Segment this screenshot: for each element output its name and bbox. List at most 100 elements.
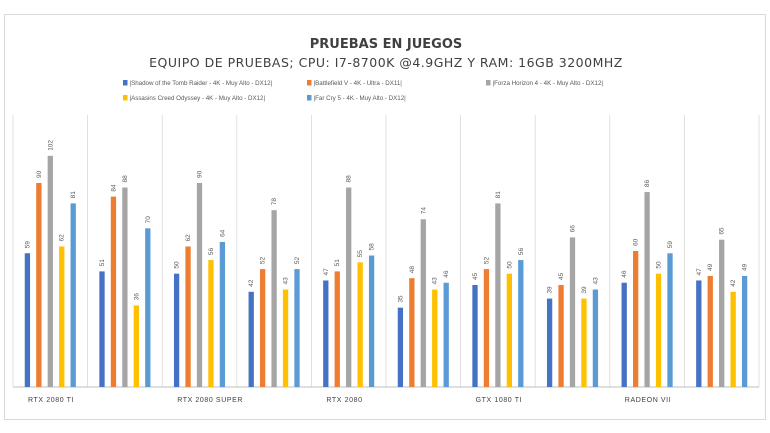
bar-8-1 xyxy=(633,251,639,387)
legend-label-4: |Far Cry 5 - 4K - Muy Alto - DX12| xyxy=(314,95,407,102)
category-label-8: RADEON VII xyxy=(625,397,671,404)
value-label-6-2: 81 xyxy=(495,191,502,199)
bar-8-0 xyxy=(621,282,627,387)
value-label-3-3: 43 xyxy=(283,277,290,285)
chart-bars xyxy=(24,155,748,387)
bar-7-1 xyxy=(558,285,564,387)
chart-value-labels: 59 90 102 62 81 51 84 88 36 70 50 62 90 56 64 42 52 78 43 5… xyxy=(24,140,748,303)
value-label-5-0: 35 xyxy=(397,295,404,303)
value-label-7-1: 45 xyxy=(558,272,565,280)
value-label-8-0: 46 xyxy=(621,270,628,278)
value-label-8-4: 59 xyxy=(667,241,674,249)
value-label-7-4: 43 xyxy=(592,277,599,285)
legend-label-3: |Assasins Creed Odyssey - 4K - Muy Alto … xyxy=(130,95,266,102)
bar-1-1 xyxy=(110,196,117,387)
value-label-2-4: 64 xyxy=(219,229,226,237)
bar-7-0 xyxy=(546,298,553,387)
value-label-1-4: 70 xyxy=(145,216,152,224)
bar-9-4 xyxy=(741,275,748,387)
value-label-7-0: 39 xyxy=(547,286,554,294)
bar-3-1 xyxy=(260,269,266,387)
legend-label-1: |Battlefield V - 4K - Ultra - DX11| xyxy=(314,80,403,87)
legend-swatch-1 xyxy=(307,80,312,86)
value-label-9-2: 65 xyxy=(719,227,726,235)
value-label-3-0: 42 xyxy=(248,279,255,287)
bar-8-3 xyxy=(655,273,662,387)
legend-label-2: |Forza Horizon 4 - 4K - Muy Alto - DX12| xyxy=(493,80,604,87)
value-label-1-2: 88 xyxy=(122,175,129,183)
value-label-7-2: 66 xyxy=(570,225,577,233)
bar-5-0 xyxy=(397,307,404,387)
bar-8-2 xyxy=(644,192,650,387)
bar-2-4 xyxy=(219,241,226,387)
value-label-2-3: 56 xyxy=(208,247,215,255)
bar-2-0 xyxy=(173,273,180,387)
legend-swatch-3 xyxy=(123,95,128,101)
value-label-1-1: 84 xyxy=(110,184,117,192)
value-label-9-1: 49 xyxy=(707,263,714,271)
bar-7-3 xyxy=(581,298,587,387)
bar-0-3 xyxy=(59,246,65,387)
value-label-5-1: 48 xyxy=(409,266,416,274)
bar-0-4 xyxy=(70,203,76,387)
chart-title: PRUEBAS EN JUEGOS xyxy=(310,37,462,52)
bar-1-2 xyxy=(122,187,128,387)
value-label-4-0: 47 xyxy=(323,268,330,276)
bar-4-4 xyxy=(368,255,375,387)
bar-7-2 xyxy=(569,237,576,387)
legend-label-0: |Shadow of the Tomb Raider - 4K - Muy Al… xyxy=(130,80,273,87)
bar-8-4 xyxy=(667,253,673,387)
value-label-1-3: 36 xyxy=(133,293,140,301)
bar-6-4 xyxy=(518,260,524,387)
value-label-2-2: 90 xyxy=(197,170,204,178)
bar-7-4 xyxy=(592,289,599,387)
bar-0-1 xyxy=(36,183,42,387)
category-label-4: RTX 2080 xyxy=(326,397,362,404)
value-label-6-0: 45 xyxy=(472,272,479,280)
value-label-4-2: 88 xyxy=(346,175,353,183)
value-label-0-0: 59 xyxy=(24,241,31,249)
value-label-4-1: 51 xyxy=(334,259,341,267)
value-label-9-3: 42 xyxy=(730,279,737,287)
bar-2-2 xyxy=(196,183,203,387)
category-label-2: RTX 2080 SUPER xyxy=(177,397,243,404)
bar-5-1 xyxy=(409,278,415,387)
bar-5-3 xyxy=(432,289,438,387)
value-label-8-3: 50 xyxy=(656,261,663,269)
bar-1-3 xyxy=(133,305,139,387)
value-label-6-3: 50 xyxy=(506,261,513,269)
bar-6-1 xyxy=(483,269,490,387)
value-label-4-4: 58 xyxy=(369,243,376,251)
bar-4-2 xyxy=(346,187,352,387)
bar-6-3 xyxy=(506,273,512,387)
chart-category-labels: RTX 2080 TI RTX 2080 SUPER RTX 2080 GTX 108… xyxy=(28,397,671,404)
value-label-0-2: 102 xyxy=(47,140,54,151)
category-label-0: RTX 2080 TI xyxy=(28,397,74,404)
bar-1-4 xyxy=(145,228,151,387)
bar-4-3 xyxy=(357,262,363,387)
chart-svg: PRUEBAS EN JUEGOS EQUIPO DE PRUEBAS; CPU… xyxy=(12,37,760,404)
legend-swatch-4 xyxy=(307,95,312,101)
value-label-4-3: 55 xyxy=(357,250,364,258)
value-label-6-4: 56 xyxy=(518,247,525,255)
bar-5-2 xyxy=(420,219,426,387)
legend-swatch-0 xyxy=(123,80,128,86)
value-label-2-0: 50 xyxy=(174,261,181,269)
chart-subtitle: EQUIPO DE PRUEBAS; CPU: I7-8700K @4.9GHZ… xyxy=(149,55,623,70)
bar-9-1 xyxy=(707,275,713,387)
value-label-8-1: 60 xyxy=(633,238,640,246)
value-label-5-2: 74 xyxy=(420,207,427,215)
bar-3-0 xyxy=(248,291,254,387)
value-label-7-3: 39 xyxy=(581,286,588,294)
bar-2-3 xyxy=(208,260,214,387)
bar-1-0 xyxy=(99,271,105,387)
bar-6-2 xyxy=(495,203,501,387)
bar-4-1 xyxy=(334,271,340,387)
bar-0-0 xyxy=(24,253,31,387)
value-label-1-0: 51 xyxy=(99,259,106,267)
value-label-3-1: 52 xyxy=(260,257,267,265)
bar-4-0 xyxy=(323,280,329,387)
bar-9-0 xyxy=(696,280,702,387)
value-label-8-2: 86 xyxy=(644,179,651,187)
value-label-9-0: 47 xyxy=(696,268,703,276)
